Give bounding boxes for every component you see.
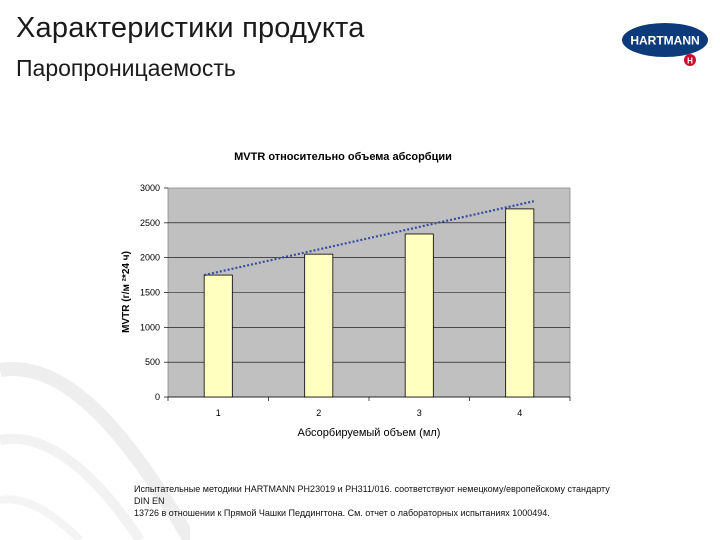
x-tick-label-4: 4: [517, 408, 522, 418]
y-tick-label-2: 1000: [140, 322, 160, 332]
bar-1: [203, 274, 233, 398]
x-tick-label-2: 2: [316, 408, 321, 418]
page-title: Характеристики продукта: [16, 12, 365, 44]
x-tick-label-1: 1: [216, 408, 221, 418]
logo-oval: [622, 23, 708, 57]
trendline-group: [203, 200, 535, 277]
bar-2: [304, 253, 334, 398]
axis-ticks: 0 500 1000 1500 2000 2500 3000: [140, 183, 571, 402]
logo-badge-text: H: [687, 57, 693, 66]
y-axis-label: MVTR (г/м ²*24 ч): [121, 251, 132, 333]
gridlines: [168, 222, 570, 363]
footnote: Испытательные методики HARTMANN PH23019 …: [134, 483, 614, 519]
y-tick-label-3: 1500: [140, 288, 160, 298]
footnote-line-1: Испытательные методики HARTMANN PH23019 …: [134, 484, 610, 506]
hartmann-logo: HARTMANN H: [622, 23, 708, 66]
y-tick-label-1: 500: [145, 357, 160, 367]
bar-3: [404, 233, 434, 398]
y-tick-label-0: 0: [155, 392, 160, 402]
y-tick-label-6: 3000: [140, 183, 160, 193]
x-axis-label: Абсорбируемый объем (мл): [298, 427, 441, 439]
logo-text: HARTMANN: [630, 34, 699, 48]
page-subtitle: Паропроницаемость: [16, 55, 236, 81]
footnote-line-2: 13726 в отношении к Прямой Чашки Педдинг…: [134, 508, 550, 518]
x-tick-label-3: 3: [417, 408, 422, 418]
chart-title: MVTR относительно объема абсорбции: [234, 151, 452, 163]
trendline: [203, 200, 535, 277]
y-tick-label-5: 2500: [140, 218, 160, 228]
logo-badge: [684, 54, 696, 66]
bar-4: [505, 208, 535, 398]
y-tick-label-4: 2000: [140, 253, 160, 263]
bars: 1 2 3 4: [203, 208, 535, 418]
